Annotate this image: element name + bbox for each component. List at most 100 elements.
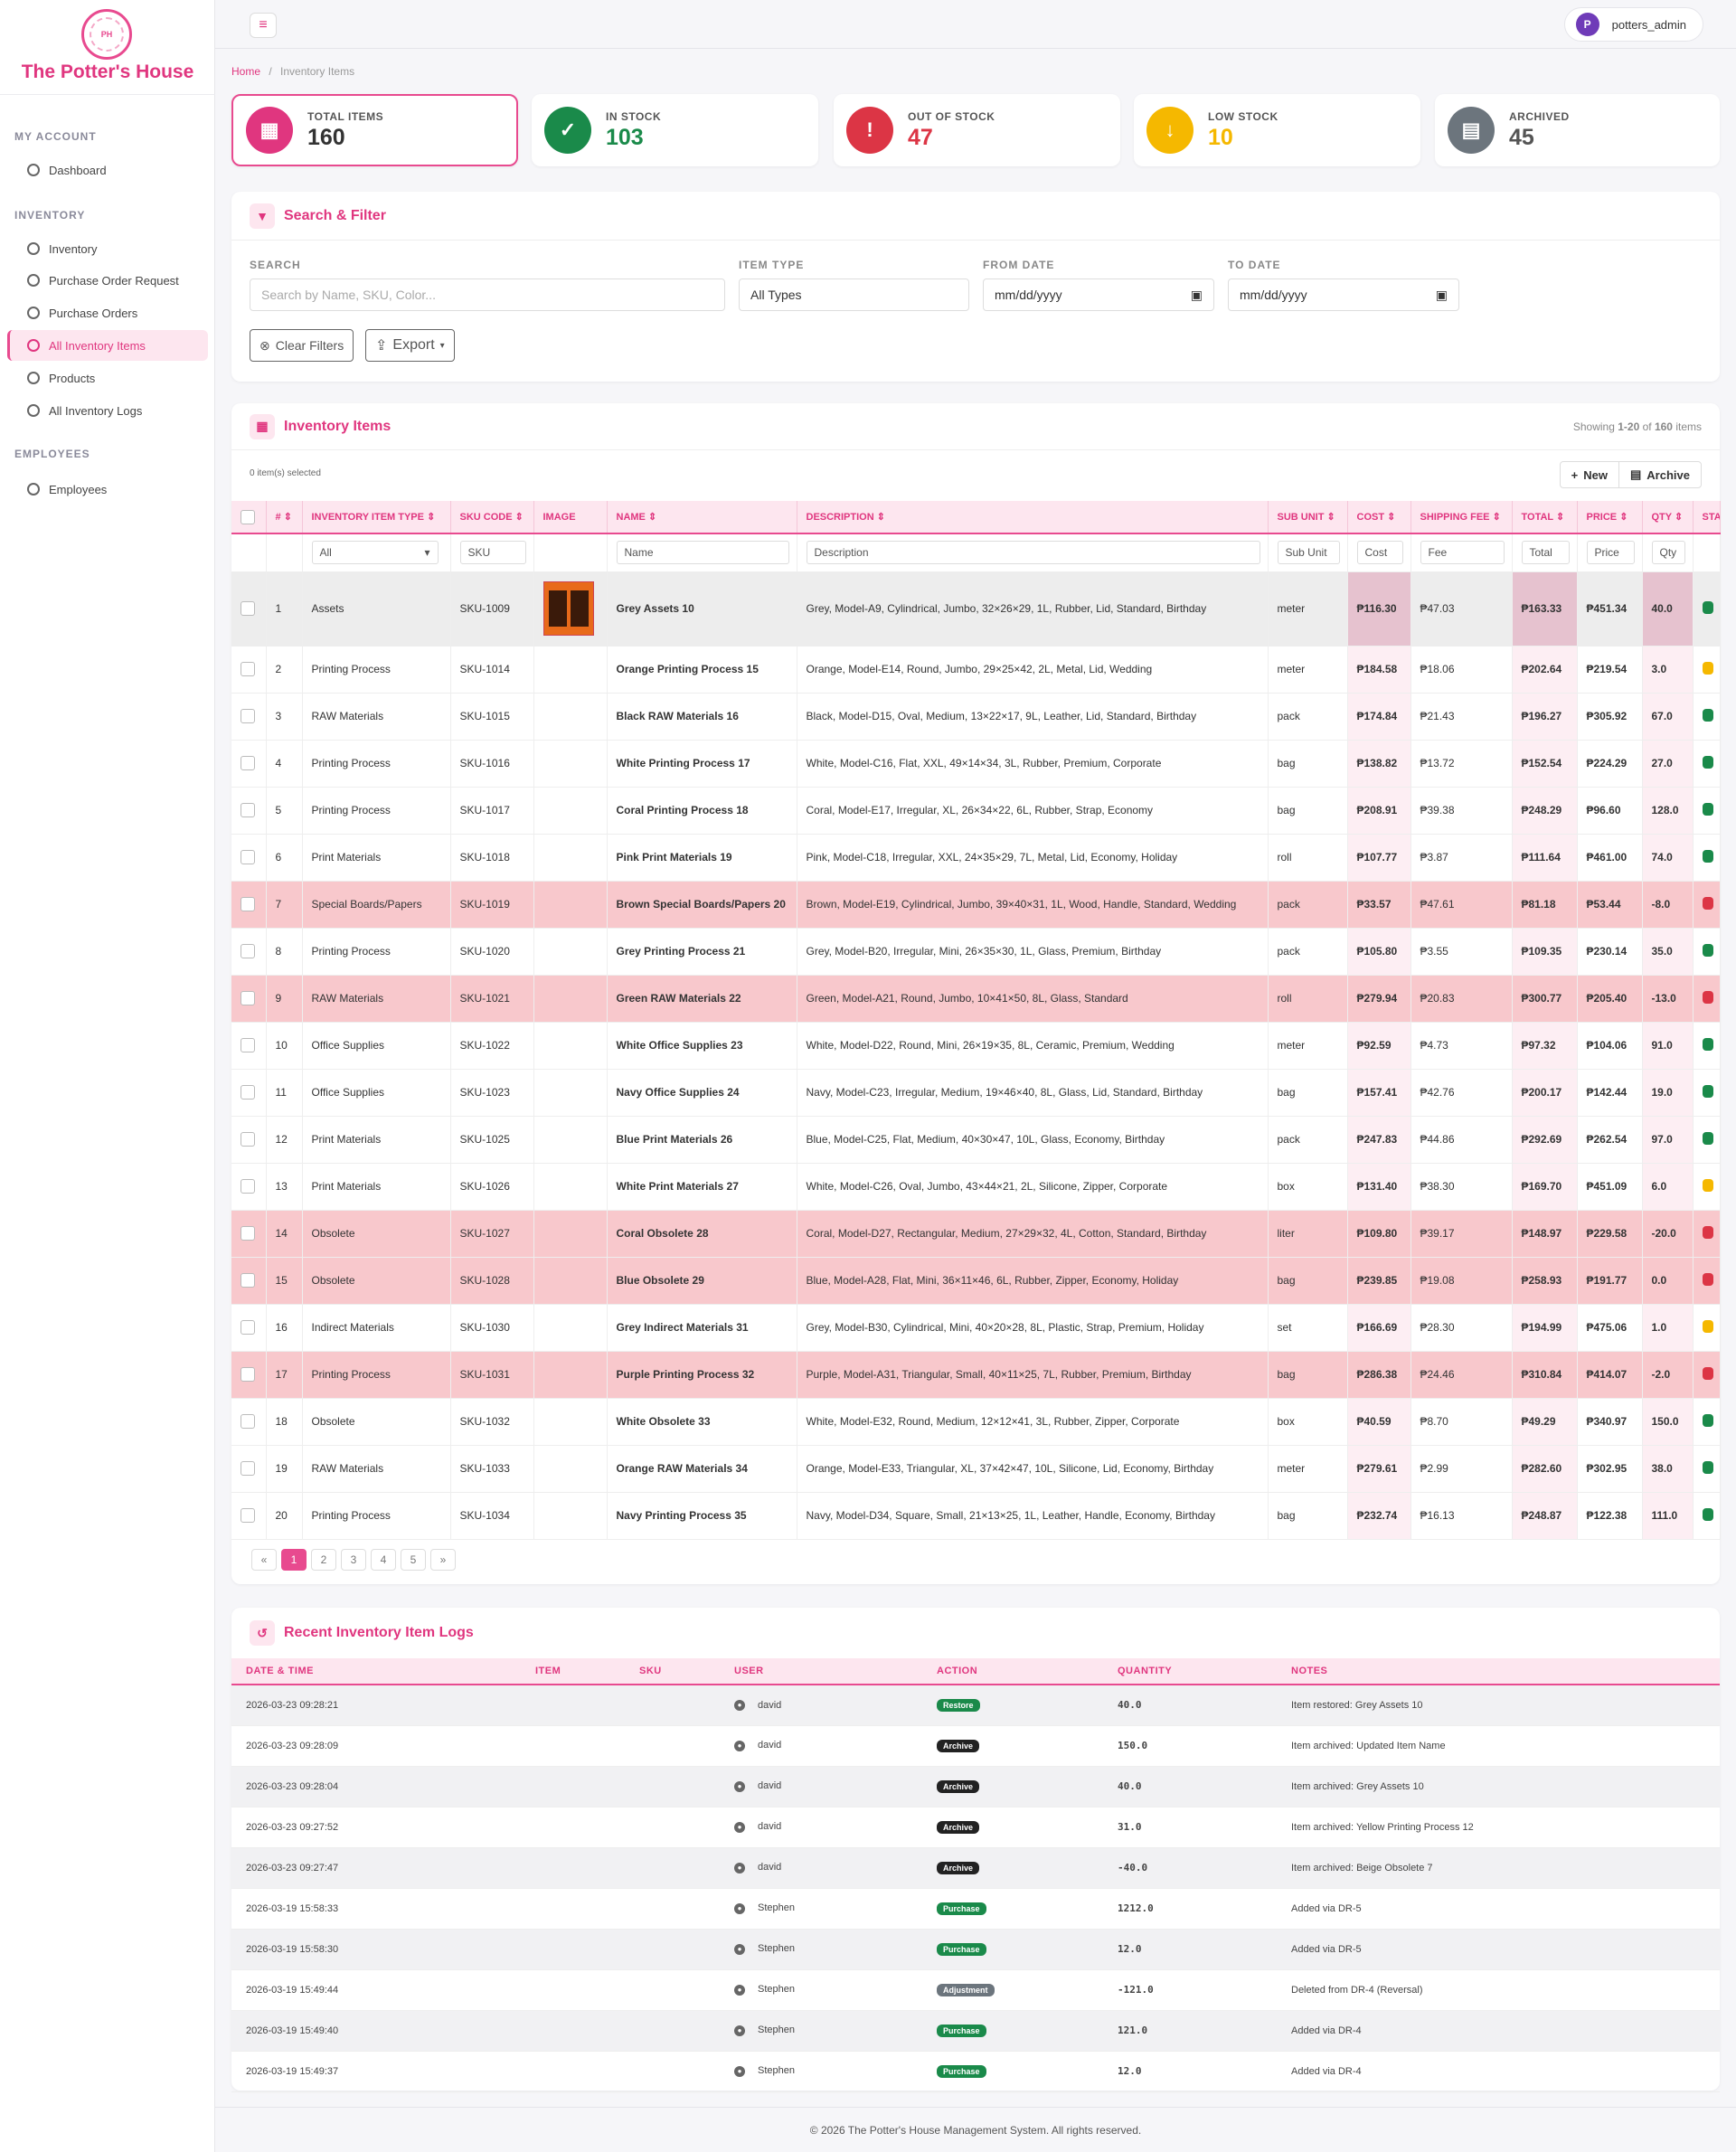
item-name-link[interactable]: Blue Print Materials 26 — [607, 1116, 797, 1164]
row-checkbox[interactable] — [241, 1414, 255, 1429]
page-button[interactable]: 2 — [311, 1549, 336, 1571]
item-name-link[interactable]: Grey Assets 10 — [607, 571, 797, 647]
item-name-link[interactable]: Grey Indirect Materials 31 — [607, 1304, 797, 1352]
row-checkbox[interactable] — [241, 1461, 255, 1476]
sidebar-item-dashboard[interactable]: Dashboard — [7, 155, 208, 185]
column-header[interactable]: NAME ⇕ — [607, 501, 797, 534]
description-filter-input[interactable]: Description — [806, 541, 1260, 565]
column-header[interactable]: SKU CODE ⇕ — [450, 501, 534, 534]
hamburger-icon[interactable]: ≡ — [250, 13, 277, 38]
sort-icon[interactable]: ⇕ — [876, 512, 885, 523]
page-button[interactable]: 5 — [401, 1549, 426, 1571]
item-name-link[interactable]: Navy Printing Process 35 — [607, 1492, 797, 1540]
stat-card[interactable]: ▦ TOTAL ITEMS 160 — [231, 94, 518, 166]
item-name-link[interactable]: White Obsolete 33 — [607, 1398, 797, 1446]
sidebar-item-employees[interactable]: Employees — [7, 474, 208, 505]
column-header[interactable]: TOTAL ⇕ — [1512, 501, 1578, 534]
brand-logo[interactable]: PH — [81, 9, 132, 60]
table-row[interactable]: 19 RAW Materials SKU-1033 Orange RAW Materi… — [231, 1445, 1721, 1493]
sidebar-item-all-inventory-items[interactable]: All Inventory Items — [7, 330, 208, 361]
export-button[interactable]: ⇪ Export ▾ — [365, 329, 455, 362]
column-header[interactable]: PRICE ⇕ — [1577, 501, 1643, 534]
to-date-input[interactable]: mm/dd/yyyy ▣ — [1228, 278, 1459, 311]
sidebar-item-all-inventory-logs[interactable]: All Inventory Logs — [7, 395, 208, 426]
column-header[interactable]: INVENTORY ITEM TYPE ⇕ — [302, 501, 451, 534]
price-filter-input[interactable]: Price — [1586, 541, 1635, 565]
item-name-link[interactable]: Green RAW Materials 22 — [607, 975, 797, 1023]
archive-button[interactable]: ▤ Archive — [1619, 462, 1701, 487]
row-checkbox[interactable] — [241, 803, 255, 817]
column-header[interactable]: COST ⇕ — [1347, 501, 1411, 534]
column-header[interactable]: DESCRIPTION ⇕ — [797, 501, 1269, 534]
table-row[interactable]: 8 Printing Process SKU-1020 Grey Printing P… — [231, 928, 1721, 976]
page-prev[interactable]: « — [251, 1549, 277, 1571]
sort-icon[interactable]: ⇕ — [647, 512, 657, 523]
row-checkbox[interactable] — [241, 1508, 255, 1523]
row-checkbox[interactable] — [241, 991, 255, 1005]
type-filter-select[interactable]: All ▾ — [311, 541, 439, 565]
new-button[interactable]: + New — [1561, 462, 1619, 487]
table-row[interactable]: 17 Printing Process SKU-1031 Purple Printin… — [231, 1351, 1721, 1399]
sidebar-item-purchase-orders[interactable]: Purchase Orders — [7, 297, 208, 328]
row-checkbox[interactable] — [241, 1226, 255, 1241]
table-row[interactable]: 12 Print Materials SKU-1025 Blue Print Mate… — [231, 1116, 1721, 1164]
row-checkbox[interactable] — [241, 897, 255, 911]
sort-icon[interactable]: ⇕ — [1619, 512, 1628, 523]
row-checkbox[interactable] — [241, 1085, 255, 1100]
item-name-link[interactable]: White Print Materials 27 — [607, 1163, 797, 1211]
row-checkbox[interactable] — [241, 1132, 255, 1147]
item-name-link[interactable]: Orange Printing Process 15 — [607, 646, 797, 694]
item-name-link[interactable]: Coral Printing Process 18 — [607, 787, 797, 835]
sub_unit-filter-input[interactable]: Sub Unit — [1277, 541, 1340, 565]
select-all-header[interactable] — [231, 501, 267, 534]
table-row[interactable]: 13 Print Materials SKU-1026 White Print Mat… — [231, 1163, 1721, 1211]
table-row[interactable]: 3 RAW Materials SKU-1015 Black RAW Material… — [231, 693, 1721, 741]
table-row[interactable]: 7 Special Boards/Papers SKU-1019 Brown Spec… — [231, 881, 1721, 929]
fee-filter-input[interactable]: Fee — [1420, 541, 1505, 565]
sort-icon[interactable]: ⇕ — [514, 512, 524, 523]
total-filter-input[interactable]: Total — [1521, 541, 1570, 565]
row-checkbox[interactable] — [241, 1179, 255, 1194]
row-checkbox[interactable] — [241, 601, 255, 616]
table-row[interactable]: 6 Print Materials SKU-1018 Pink Print Mater… — [231, 834, 1721, 882]
table-row[interactable]: 16 Indirect Materials SKU-1030 Grey Indirec… — [231, 1304, 1721, 1352]
table-row[interactable]: 15 Obsolete SKU-1028 Blue Obsolete 29 Blue, … — [231, 1257, 1721, 1305]
sort-icon[interactable]: ⇕ — [1387, 512, 1396, 523]
item-name-link[interactable]: Brown Special Boards/Papers 20 — [607, 881, 797, 929]
table-row[interactable]: 11 Office Supplies SKU-1023 Navy Office Sup… — [231, 1069, 1721, 1117]
calendar-icon[interactable]: ▣ — [1435, 287, 1448, 302]
column-header[interactable]: SHIPPING FEE ⇕ — [1410, 501, 1513, 534]
item-name-link[interactable]: Grey Printing Process 21 — [607, 928, 797, 976]
sidebar-item-inventory[interactable]: Inventory — [7, 233, 208, 264]
item-name-link[interactable]: Orange RAW Materials 34 — [607, 1445, 797, 1493]
column-header[interactable]: QTY ⇕ — [1642, 501, 1694, 534]
breadcrumb-home[interactable]: Home — [231, 65, 261, 78]
name-filter-input[interactable]: Name — [616, 541, 789, 565]
table-row[interactable]: 10 Office Supplies SKU-1022 White Office Su… — [231, 1022, 1721, 1070]
qty-filter-input[interactable]: Qty — [1651, 541, 1685, 565]
column-header[interactable]: SUB UNIT ⇕ — [1268, 501, 1348, 534]
item-image[interactable] — [542, 581, 594, 636]
stat-card[interactable]: ▤ ARCHIVED 45 — [1435, 94, 1720, 166]
row-checkbox[interactable] — [241, 1320, 255, 1335]
sku-filter-input[interactable]: SKU — [459, 541, 526, 565]
table-row[interactable]: 5 Printing Process SKU-1017 Coral Printing … — [231, 787, 1721, 835]
sort-icon[interactable]: ⇕ — [427, 512, 436, 523]
page-button[interactable]: 3 — [341, 1549, 366, 1571]
item-name-link[interactable]: Coral Obsolete 28 — [607, 1210, 797, 1258]
table-row[interactable]: 9 RAW Materials SKU-1021 Green RAW Material… — [231, 975, 1721, 1023]
select-all-checkbox[interactable] — [241, 509, 255, 524]
page-button[interactable]: 4 — [371, 1549, 396, 1571]
row-checkbox[interactable] — [241, 662, 255, 676]
row-checkbox[interactable] — [241, 944, 255, 958]
stat-card[interactable]: ! OUT OF STOCK 47 — [834, 94, 1120, 166]
item-name-link[interactable]: White Printing Process 17 — [607, 740, 797, 788]
item-name-link[interactable]: Navy Office Supplies 24 — [607, 1069, 797, 1117]
row-checkbox[interactable] — [241, 1038, 255, 1052]
row-checkbox[interactable] — [241, 1367, 255, 1382]
row-checkbox[interactable] — [241, 709, 255, 723]
stat-card[interactable]: ↓ LOW STOCK 10 — [1134, 94, 1420, 166]
sort-icon[interactable]: ⇕ — [1556, 512, 1565, 523]
table-row[interactable]: 2 Printing Process SKU-1014 Orange Printing… — [231, 646, 1721, 694]
clear-filters-button[interactable]: ⊗ Clear Filters — [250, 329, 354, 362]
